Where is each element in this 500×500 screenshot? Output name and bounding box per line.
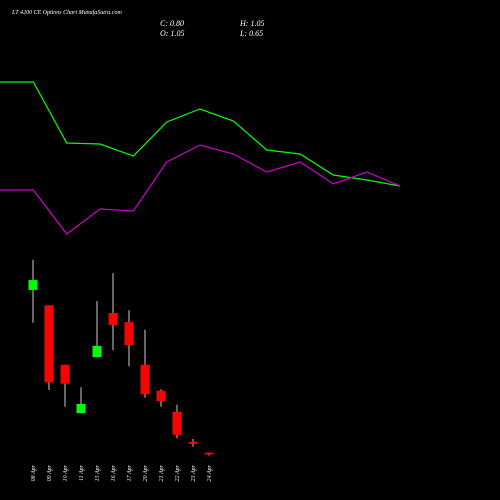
- x-tick-label: 15 Apr: [95, 464, 101, 481]
- low-label: L: 0.65: [239, 29, 263, 38]
- candle-body: [204, 452, 214, 455]
- candle-body: [60, 364, 70, 384]
- candle-body: [140, 364, 150, 395]
- x-tick-label: 16 Apr: [111, 464, 117, 481]
- x-tick-label: 17 Apr: [127, 464, 133, 481]
- candle-body: [44, 305, 54, 383]
- candle-body: [92, 345, 102, 358]
- x-tick-label: 11 Apr: [79, 464, 85, 481]
- indicator-line: [0, 144, 401, 235]
- candle-body: [188, 441, 198, 444]
- candle-body: [124, 322, 134, 346]
- candle-body: [108, 313, 118, 325]
- x-tick-label: 24 Apr: [206, 464, 213, 481]
- x-tick-label: 09 Apr: [47, 464, 53, 481]
- candle-body: [172, 411, 182, 435]
- candle-body: [156, 390, 166, 402]
- candle-body: [76, 404, 86, 414]
- chart-title: LT 4200 CE Options Chart MunafaSutra.com: [11, 9, 122, 16]
- x-tick-label: 23 Apr: [191, 464, 197, 481]
- x-tick-label: 21 Apr: [159, 464, 165, 481]
- candle-body: [28, 280, 38, 290]
- high-label: H: 1.05: [239, 19, 264, 28]
- close-label: C: 0.80: [160, 19, 184, 28]
- indicator-line: [0, 81, 401, 187]
- x-tick-label: 20 Apr: [143, 464, 149, 481]
- open-label: O: 1.05: [160, 29, 184, 38]
- x-tick-label: 08 Apr: [31, 464, 37, 481]
- x-tick-label: 10 Apr: [63, 464, 69, 481]
- x-tick-label: 22 Apr: [175, 464, 181, 481]
